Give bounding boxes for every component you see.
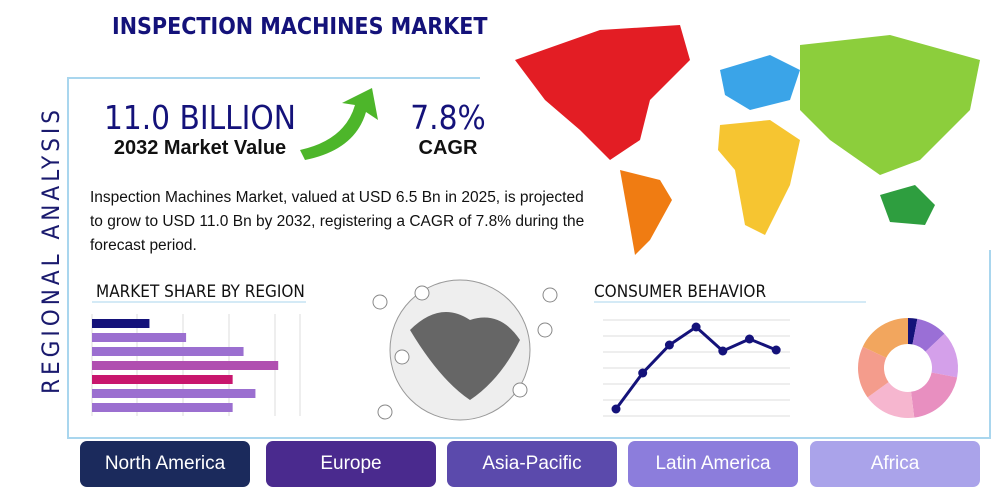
donut-segment (908, 318, 918, 345)
title: INSPECTION MACHINES MARKET (112, 14, 488, 40)
network (372, 285, 558, 420)
behavior-point (718, 346, 728, 356)
map-north-america (515, 25, 690, 160)
donut-segment (867, 382, 915, 419)
share-bar (92, 333, 187, 342)
share-bar (92, 375, 233, 384)
region-button[interactable]: Latin America (628, 441, 798, 487)
donut-segment (911, 372, 958, 418)
line-grid (603, 319, 790, 417)
cagr: 7.8% (410, 98, 486, 137)
side-label: REGIONAL ANALYSIS (37, 106, 65, 394)
share-bar (92, 347, 244, 356)
region-button[interactable]: Asia-Pacific (447, 441, 617, 487)
map-africa (718, 120, 800, 235)
behavior-point (691, 322, 701, 332)
globe-land (410, 312, 520, 400)
donut-segment (912, 318, 945, 352)
map-australia (880, 185, 935, 225)
description: Inspection Machines Market, valued at US… (90, 189, 585, 254)
behavior-point (611, 404, 621, 414)
growth-arrow (300, 88, 378, 160)
market-value: 11.0 BILLION (103, 98, 296, 137)
map-asia (800, 35, 980, 175)
share-bar (92, 389, 256, 398)
region-button[interactable]: North America (80, 441, 250, 487)
donut-segment (862, 317, 908, 358)
consumer-behavior-title: CONSUMER BEHAVIOR (594, 282, 767, 302)
map-europe (720, 55, 800, 110)
behavior-point (771, 345, 781, 355)
cagr-label: CAGR (418, 137, 478, 159)
behavior-point (638, 368, 648, 378)
share-bar (92, 361, 279, 370)
region-button[interactable]: Europe (266, 441, 436, 487)
map-south-america (620, 170, 672, 255)
donut-segment (925, 333, 959, 378)
behavior-point (745, 334, 754, 344)
region-button[interactable]: Africa (810, 441, 980, 487)
donut-segment (858, 346, 889, 398)
market-share-title: MARKET SHARE BY REGION (96, 282, 305, 302)
share-bar (92, 319, 150, 328)
behavior-point (664, 340, 674, 350)
market-value-label: 2032 Market Value (113, 137, 287, 159)
share-bar (92, 403, 233, 412)
